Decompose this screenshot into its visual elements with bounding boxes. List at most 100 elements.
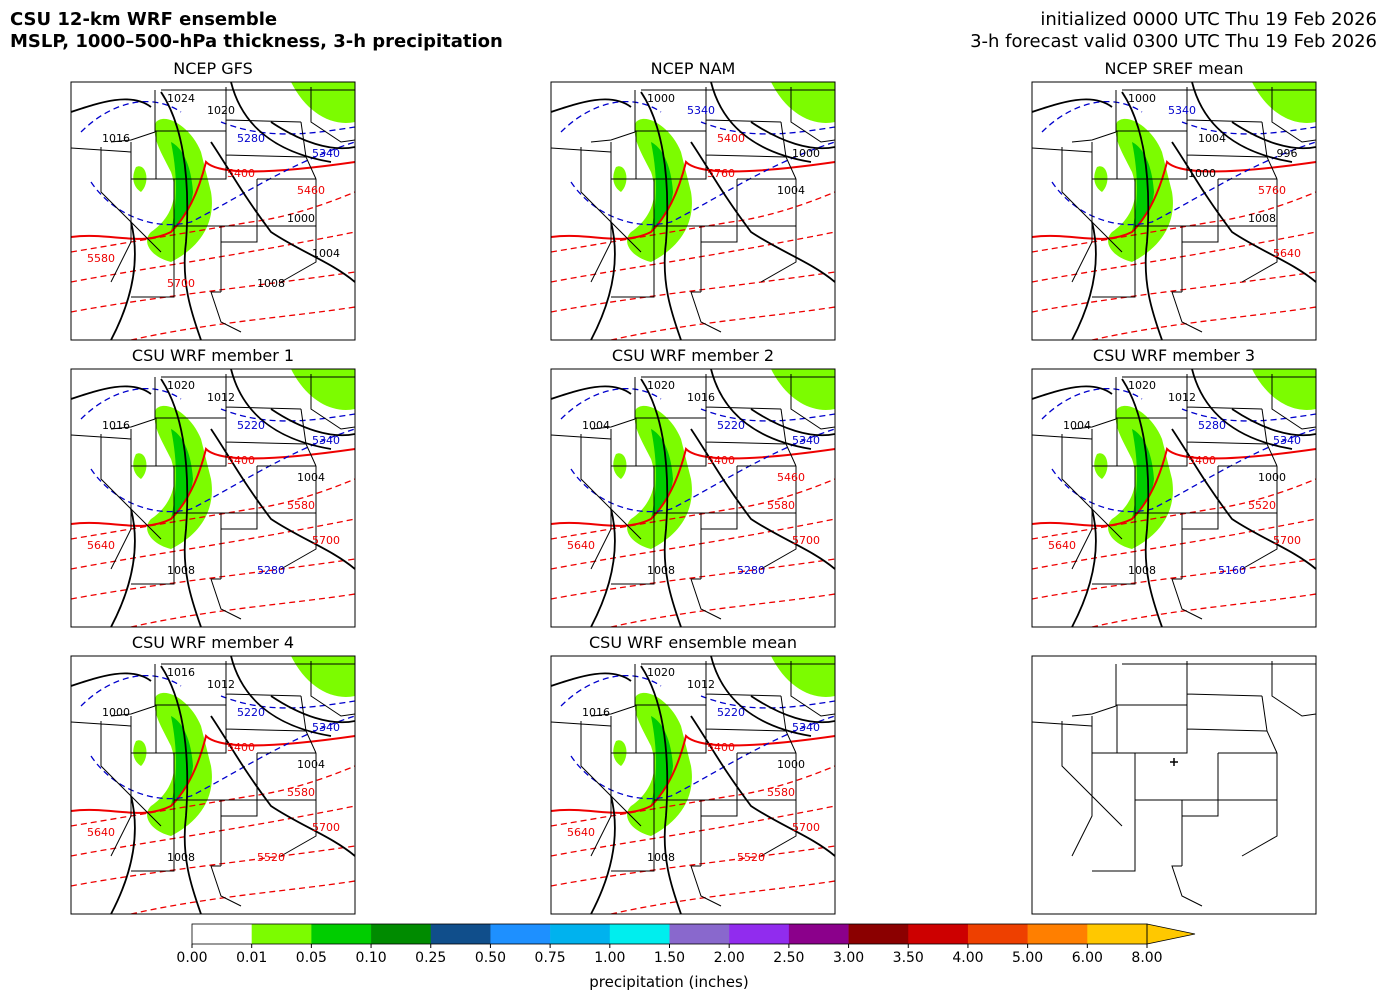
contour-label: 1004	[312, 247, 340, 260]
subtitle: MSLP, 1000–500-hPa thickness, 3-h precip…	[10, 31, 503, 52]
map-panel: 1000 5340 1004 996 1000 5760 1008 5640	[1031, 81, 1317, 341]
colorbar-segment	[609, 924, 670, 944]
colorbar-tick-label: 2.00	[714, 950, 745, 966]
contour-label: 5640	[1273, 247, 1301, 260]
contour-label: 5340	[792, 721, 820, 734]
colorbar-tick-label: 2.50	[773, 950, 804, 966]
contour-label: 5700	[312, 534, 340, 547]
contour-label: 5340	[792, 434, 820, 447]
contour-label: 1024	[167, 92, 195, 105]
colorbar-segment	[788, 924, 849, 944]
contour-label: 5280	[1198, 419, 1226, 432]
panel-frame	[1031, 81, 1317, 341]
contour-label: 1012	[687, 678, 715, 691]
map-panel: 1016 1012 5220 5340 5400 1004 5580 5700 5640 1008…	[70, 655, 356, 915]
colorbar-tick-label: 0.05	[296, 950, 327, 966]
contour-label: 996	[1277, 147, 1298, 160]
contour-label: 1000	[792, 147, 820, 160]
colorbar-segment	[251, 924, 312, 944]
contour-label: 5220	[237, 706, 265, 719]
contour-label: 1020	[647, 666, 675, 679]
colorbar-tick-label: 8.00	[1131, 950, 1162, 966]
contour-label: 5700	[792, 821, 820, 834]
colorbar-tick-label: 0.00	[176, 950, 207, 966]
contour-label: 5640	[87, 826, 115, 839]
contour-label: 5460	[777, 471, 805, 484]
contour-label: 1008	[167, 851, 195, 864]
colorbar-tick-label: 0.75	[535, 950, 566, 966]
contour-label: 5340	[312, 721, 340, 734]
contour-label: 1008	[1128, 564, 1156, 577]
colorbar-tick-label: 0.25	[415, 950, 446, 966]
contour-label: 5580	[87, 252, 115, 265]
colorbar-segment	[1027, 924, 1088, 944]
contour-label: 5580	[287, 499, 315, 512]
init-time: initialized 0000 UTC Thu 19 Feb 2026	[1040, 9, 1377, 30]
panel-frame	[70, 81, 356, 341]
contour-label: 1004	[582, 419, 610, 432]
contour-label: 5700	[312, 821, 340, 834]
contour-label: 5160	[1218, 564, 1246, 577]
contour-label: 5400	[707, 741, 735, 754]
contour-label: 1008	[257, 277, 285, 290]
contour-label: 5460	[297, 184, 325, 197]
colorbar-tick-label: 3.00	[833, 950, 864, 966]
panel-frame	[70, 655, 356, 915]
contour-label: 5280	[737, 564, 765, 577]
panel-frame	[1031, 655, 1317, 915]
contour-label: 1000	[647, 92, 675, 105]
contour-label: 5400	[227, 167, 255, 180]
contour-label: 5220	[237, 419, 265, 432]
contour-label: 1016	[582, 706, 610, 719]
panel-title: CSU WRF member 3	[1093, 346, 1255, 365]
contour-label: 1020	[207, 104, 235, 117]
colorbar-tick-label: 0.01	[236, 950, 267, 966]
colorbar-tick-label: 1.00	[594, 950, 625, 966]
contour-label: 1004	[1063, 419, 1091, 432]
colorbar-segment	[430, 924, 491, 944]
colorbar-tick-label: 0.50	[475, 950, 506, 966]
contour-label: 5760	[707, 167, 735, 180]
title: CSU 12-km WRF ensemble	[10, 9, 277, 30]
contour-label: 1004	[777, 184, 805, 197]
contour-label: 1000	[1128, 92, 1156, 105]
contour-label: 5640	[87, 539, 115, 552]
contour-label: 5340	[1168, 104, 1196, 117]
contour-label: 1008	[167, 564, 195, 577]
colorbar-segment	[371, 924, 432, 944]
colorbar-segment	[848, 924, 909, 944]
contour-label: 5400	[707, 454, 735, 467]
contour-label: 5700	[167, 277, 195, 290]
contour-label: 1000	[102, 706, 130, 719]
contour-label: 1020	[1128, 379, 1156, 392]
contour-label: 1008	[1248, 212, 1276, 225]
contour-label: 5340	[687, 104, 715, 117]
site-marker	[1170, 758, 1178, 766]
contour-label: 5340	[312, 147, 340, 160]
colorbar-segment	[192, 924, 252, 944]
contour-label: 5220	[717, 706, 745, 719]
map-panel: 1020 1012 5220 5340 5400 1004 5580 5700 5640 1008…	[70, 368, 356, 628]
contour-label: 1000	[1258, 471, 1286, 484]
colorbar-label: precipitation (inches)	[589, 973, 748, 991]
contour-label: 5760	[1258, 184, 1286, 197]
colorbar-tick-label: 0.10	[355, 950, 386, 966]
contour-label: 5580	[287, 786, 315, 799]
colorbar-segment	[729, 924, 790, 944]
contour-label: 5280	[257, 564, 285, 577]
colorbar-segment	[550, 924, 611, 944]
colorbar-segment	[908, 924, 969, 944]
contour-label: 5400	[227, 741, 255, 754]
contour-label: 1000	[777, 758, 805, 771]
colorbar-tick-label: 4.00	[952, 950, 983, 966]
contour-label: 1000	[287, 212, 315, 225]
contour-label: 1004	[297, 471, 325, 484]
contour-label: 5280	[237, 132, 265, 145]
colorbar-segment	[967, 924, 1028, 944]
contour-label: 5520	[257, 851, 285, 864]
contour-label: 5340	[1273, 434, 1301, 447]
contour-label: 1008	[647, 851, 675, 864]
contour-label: 1020	[167, 379, 195, 392]
contour-label: 1012	[207, 678, 235, 691]
